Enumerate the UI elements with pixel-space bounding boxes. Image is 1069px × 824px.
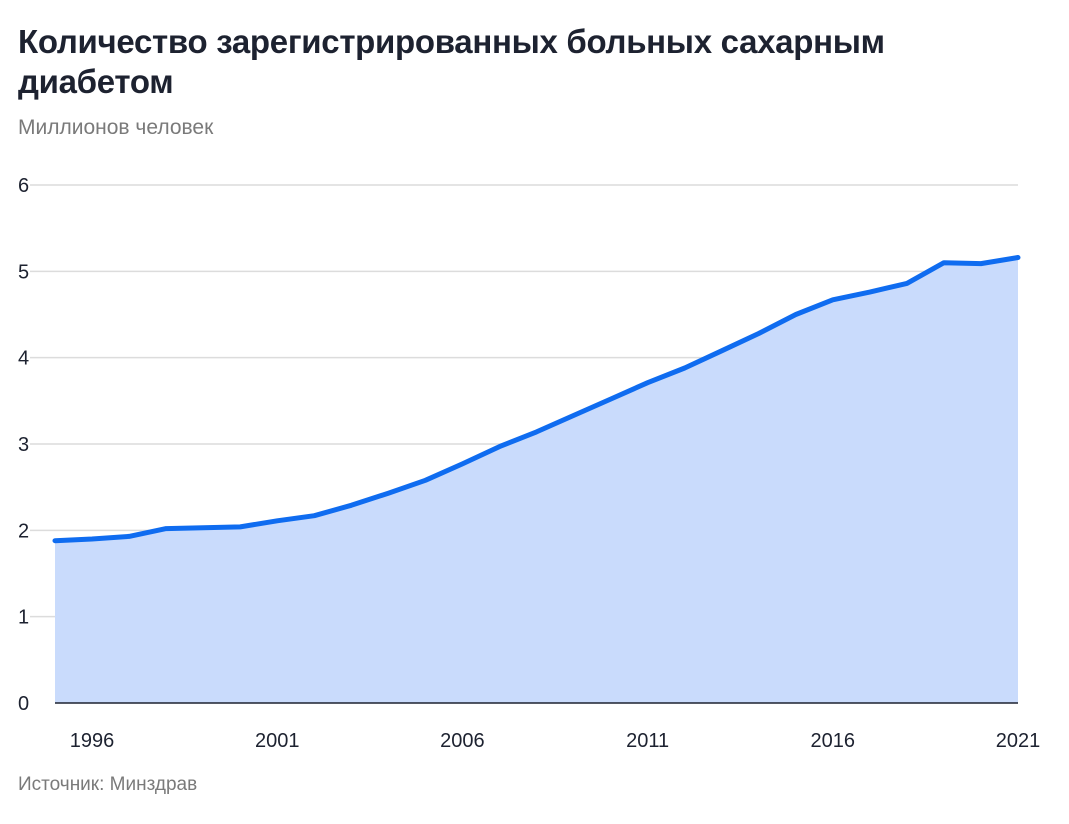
y-tick-label: 4 <box>18 348 29 370</box>
x-tick-label: 2006 <box>440 730 485 752</box>
y-tick-label: 0 <box>18 693 29 715</box>
area-fill <box>55 257 1018 703</box>
y-tick-label: 2 <box>18 520 29 542</box>
x-tick-label: 2016 <box>811 730 856 752</box>
x-tick-label: 2001 <box>255 730 300 752</box>
y-tick-label: 1 <box>18 607 29 629</box>
x-tick-label: 1996 <box>70 730 115 752</box>
y-tick-label: 3 <box>18 434 29 456</box>
chart-title: Количество зарегистрированных больных са… <box>18 23 885 100</box>
chart-subtitle: Миллионов человек <box>18 116 214 139</box>
x-tick-label: 2021 <box>996 730 1041 752</box>
chart-source: Источник: Минздрав <box>18 774 198 795</box>
x-tick-label: 2011 <box>626 730 669 752</box>
y-tick-label: 5 <box>18 261 29 283</box>
y-tick-label: 6 <box>18 175 29 197</box>
